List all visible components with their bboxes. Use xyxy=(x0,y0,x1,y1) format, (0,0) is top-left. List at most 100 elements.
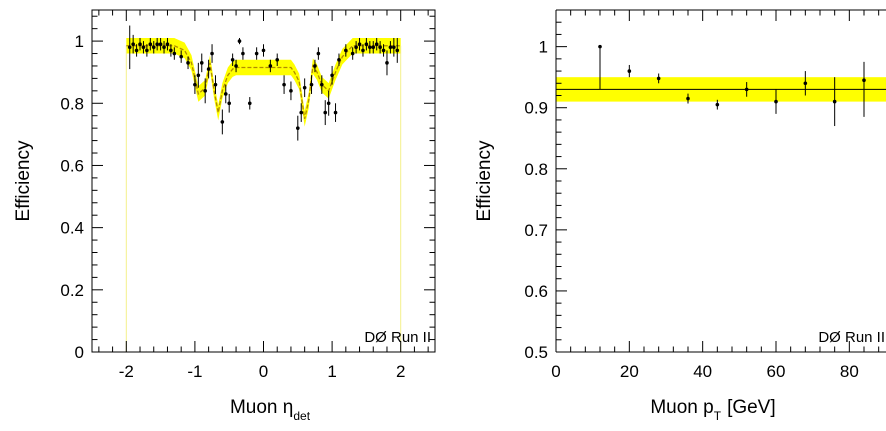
pt-data-point xyxy=(686,96,690,101)
pt-experiment-label: DØ Run II xyxy=(818,329,885,346)
pt-data-point xyxy=(744,87,749,92)
eta-data-point xyxy=(186,61,190,65)
eta-x-tick-label: 2 xyxy=(396,362,405,381)
eta-data-point xyxy=(162,45,166,50)
pt-y-tick-label: 0.6 xyxy=(524,282,548,301)
pt-data-point xyxy=(715,102,720,107)
eta-data-point xyxy=(282,82,286,87)
eta-x-tick-label: 0 xyxy=(259,362,268,381)
eta-data-point xyxy=(320,82,324,87)
eta-y-tick-labels: 0 0.2 0.4 0.6 0.8 1 xyxy=(60,32,84,362)
eta-data-point xyxy=(371,45,376,50)
eta-fit-line xyxy=(126,45,401,119)
eta-data-point xyxy=(268,64,273,68)
eta-data-point xyxy=(127,45,132,50)
eta-data-point xyxy=(299,110,304,115)
eta-y-tick-label: 0.2 xyxy=(60,281,84,300)
eta-x-axis-title-main: Muon η xyxy=(230,397,293,418)
eta-data-point xyxy=(350,51,355,56)
eta-data-point xyxy=(230,57,235,62)
eta-data-point xyxy=(275,57,280,62)
eta-data-point xyxy=(333,110,338,115)
eta-data-point xyxy=(145,48,149,53)
eta-data-point xyxy=(196,73,201,78)
pt-x-tick-label: 60 xyxy=(767,362,786,381)
eta-data-point xyxy=(289,89,293,93)
eta-data-point xyxy=(378,45,382,50)
pt-y-tick-labels: 0.5 0.6 0.7 0.8 0.9 1 xyxy=(524,38,548,362)
eta-data-point xyxy=(223,92,228,96)
eta-data-point xyxy=(241,51,245,56)
eta-data-point xyxy=(206,67,211,71)
pt-x-axis-title-subscript: T xyxy=(714,409,722,423)
eta-data-point xyxy=(313,64,317,68)
eta-x-axis-title: Muon ηdet xyxy=(230,397,311,423)
pt-x-axis-title-unit: [GeV] xyxy=(727,397,776,418)
eta-y-axis-title: Efficiency xyxy=(13,140,34,221)
eta-data-point xyxy=(316,51,321,56)
eta-data-point xyxy=(309,82,314,87)
eta-data-point xyxy=(172,51,177,56)
eta-experiment-label: DØ Run II xyxy=(364,329,431,346)
eta-data-point xyxy=(364,42,369,46)
pt-x-tick-label: 0 xyxy=(551,362,560,381)
pt-axis-ticks xyxy=(555,9,880,353)
eta-data-point xyxy=(138,42,142,46)
pt-y-tick-label: 0.7 xyxy=(524,221,548,240)
eta-x-axis-title-subscript: det xyxy=(293,409,310,423)
eta-range-guides xyxy=(125,45,402,352)
eta-x-tick-label: 1 xyxy=(327,362,336,381)
eta-data-point xyxy=(302,85,307,90)
eta-data-point xyxy=(361,48,365,53)
eta-y-tick-label: 1 xyxy=(75,32,84,51)
eta-y-tick-label: 0 xyxy=(75,343,84,362)
eta-efficiency-panel: -2 -1 0 1 2 0 0.2 0.4 0.6 0.8 1 DØ Run II Muon ηd… xyxy=(13,9,436,423)
eta-data-point xyxy=(261,48,266,53)
eta-y-tick-label: 0.6 xyxy=(60,156,84,175)
eta-data-point xyxy=(220,120,225,124)
pt-y-tick-label: 0.5 xyxy=(524,343,548,362)
eta-data-point xyxy=(165,42,170,46)
eta-data-point xyxy=(155,42,159,46)
pt-data-point xyxy=(862,78,866,83)
eta-fit-curve xyxy=(126,45,401,119)
eta-data-point xyxy=(395,48,400,53)
pt-x-axis-title-main: Muon p xyxy=(650,397,713,418)
eta-x-tick-label: -2 xyxy=(119,362,134,381)
eta-x-tick-label: -1 xyxy=(187,362,202,381)
pt-y-tick-label: 0.9 xyxy=(524,99,548,118)
pt-data-point xyxy=(774,99,778,104)
eta-data-point xyxy=(330,73,334,78)
eta-data-point xyxy=(134,48,139,53)
eta-data-point xyxy=(213,82,218,87)
pt-data-point xyxy=(656,76,661,81)
eta-data-point xyxy=(374,42,379,46)
eta-data-point xyxy=(210,51,214,56)
eta-data-point xyxy=(337,57,341,62)
eta-data-point xyxy=(158,42,163,46)
pt-data-points xyxy=(598,44,866,127)
pt-data-point xyxy=(598,44,602,49)
pt-plot-frame xyxy=(555,9,886,353)
eta-data-point xyxy=(357,42,362,46)
eta-data-point xyxy=(247,101,252,106)
pt-y-tick-label: 1 xyxy=(539,38,548,57)
pt-y-axis-title: Efficiency xyxy=(474,140,495,221)
eta-data-point xyxy=(368,45,372,50)
pt-efficiency-panel: 0 20 40 60 80 0.5 0.6 0.7 0.8 0.9 1 DØ Run II Muo… xyxy=(474,9,886,423)
eta-data-point xyxy=(296,126,300,130)
eta-data-point xyxy=(179,54,183,59)
eta-x-tick-labels: -2 -1 0 1 2 xyxy=(119,362,406,381)
pt-x-tick-labels: 0 20 40 60 80 xyxy=(551,362,859,381)
eta-data-point xyxy=(254,51,259,56)
eta-data-point xyxy=(151,45,156,50)
eta-y-tick-label: 0.4 xyxy=(60,219,84,238)
eta-data-point xyxy=(131,42,135,46)
pt-y-tick-label: 0.8 xyxy=(524,160,548,179)
pt-data-point xyxy=(803,81,808,86)
eta-data-point xyxy=(227,101,231,106)
eta-data-points xyxy=(127,25,400,141)
eta-data-point xyxy=(203,89,207,93)
